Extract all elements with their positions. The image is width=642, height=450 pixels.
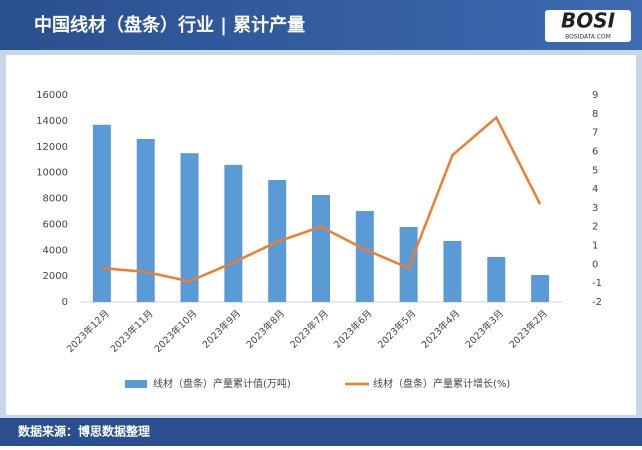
y-tick-label: 0 [62, 297, 68, 308]
source: 数据来源：博思数据整理 [18, 424, 150, 439]
y-tick-label: 4000 [43, 245, 68, 256]
y2-tick-label: 0 [592, 259, 598, 270]
legend-swatch [125, 380, 147, 388]
y-tick-label: 14000 [36, 116, 68, 127]
y-tick-label: 2000 [43, 271, 68, 282]
y2-tick-label: 3 [592, 203, 598, 214]
bar [180, 153, 199, 302]
bar [224, 164, 243, 302]
header-bar [0, 0, 642, 50]
bar [136, 138, 155, 302]
bar [312, 195, 330, 302]
y-tick-label: 6000 [43, 219, 68, 230]
y-tick-label: 12000 [36, 142, 68, 153]
footer-bar [0, 418, 642, 446]
y2-tick-label: 6 [592, 146, 598, 157]
logo-box [545, 10, 631, 42]
page-title: 中国线材（盘条）行业 | 累计产量 [34, 14, 305, 36]
y2-tick-label: 9 [592, 90, 598, 101]
legend-label: 线材（盘条）产量累计增长(%) [373, 377, 510, 390]
y2-tick-label: 5 [592, 165, 598, 176]
y2-tick-label: 8 [592, 109, 598, 120]
y-tick-label: 16000 [36, 90, 68, 101]
y-tick-label: 10000 [36, 168, 68, 179]
legend-label: 线材（盘条）产量累计值(万吨) [153, 377, 291, 390]
y2-tick-label: 4 [592, 184, 598, 195]
bar [487, 256, 506, 302]
bar [443, 240, 462, 302]
bar [355, 211, 374, 302]
bar [399, 226, 418, 302]
y2-tick-label: 1 [592, 241, 598, 252]
logo: BOSI [561, 9, 616, 33]
logo-sub: BOSIDATA.COM [565, 34, 611, 41]
bar [92, 124, 111, 302]
line [101, 115, 542, 283]
y2-tick-label: -1 [592, 278, 602, 289]
y-tick-label: 8000 [43, 194, 68, 205]
bar [531, 274, 550, 302]
y2-tick-label: -2 [592, 297, 602, 308]
y2-tick-label: 7 [592, 128, 598, 139]
y2-tick-label: 2 [592, 222, 598, 233]
